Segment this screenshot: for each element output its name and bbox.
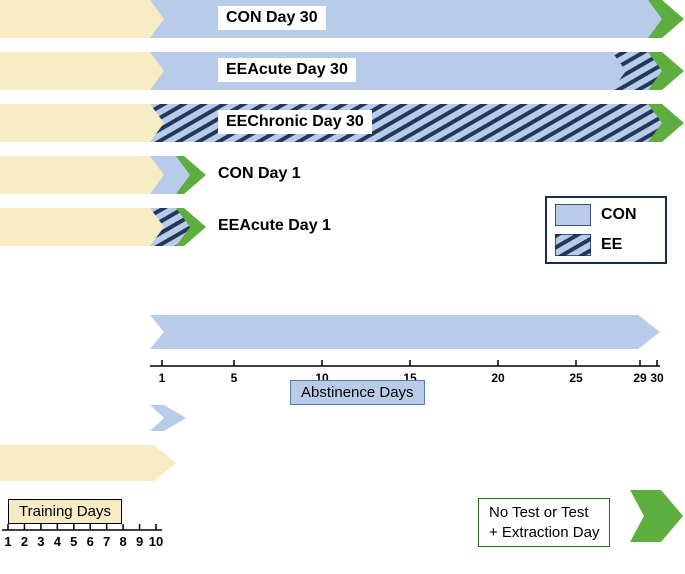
row-label-eec30: EEChronic Day 30 bbox=[218, 110, 372, 134]
extraction-label: No Test or Test+ Extraction Day bbox=[478, 498, 610, 547]
abstinence-days-box: Abstinence Days bbox=[290, 380, 425, 405]
svg-text:1: 1 bbox=[159, 371, 166, 385]
row-con1 bbox=[0, 156, 685, 194]
row-label-con30: CON Day 30 bbox=[218, 6, 326, 30]
svg-text:5: 5 bbox=[231, 371, 238, 385]
row-label-eea1: EEAcute Day 1 bbox=[218, 217, 331, 235]
small-con-arrow bbox=[0, 405, 685, 431]
svg-text:20: 20 bbox=[491, 371, 505, 385]
timeline-diagram: CON Day 30 EEAcute Day 30 EEChronic Day 30… bbox=[0, 0, 685, 574]
svg-text:29: 29 bbox=[633, 371, 647, 385]
extraction-label-line: + Extraction Day bbox=[489, 523, 599, 543]
row-label-con1: CON Day 1 bbox=[218, 165, 301, 183]
row-con30 bbox=[0, 0, 685, 38]
svg-text:25: 25 bbox=[569, 371, 583, 385]
svg-text:30: 30 bbox=[650, 371, 664, 385]
extraction-label-line: No Test or Test bbox=[489, 503, 599, 523]
legend-label-con: CON bbox=[601, 206, 637, 224]
abstinence-arrow bbox=[0, 315, 685, 349]
legend-swatch-ee bbox=[555, 234, 591, 256]
training-arrow bbox=[0, 445, 685, 481]
row-label-eea30: EEAcute Day 30 bbox=[218, 58, 356, 82]
legend-label-ee: EE bbox=[601, 236, 622, 254]
legend-swatch-con bbox=[555, 204, 591, 226]
